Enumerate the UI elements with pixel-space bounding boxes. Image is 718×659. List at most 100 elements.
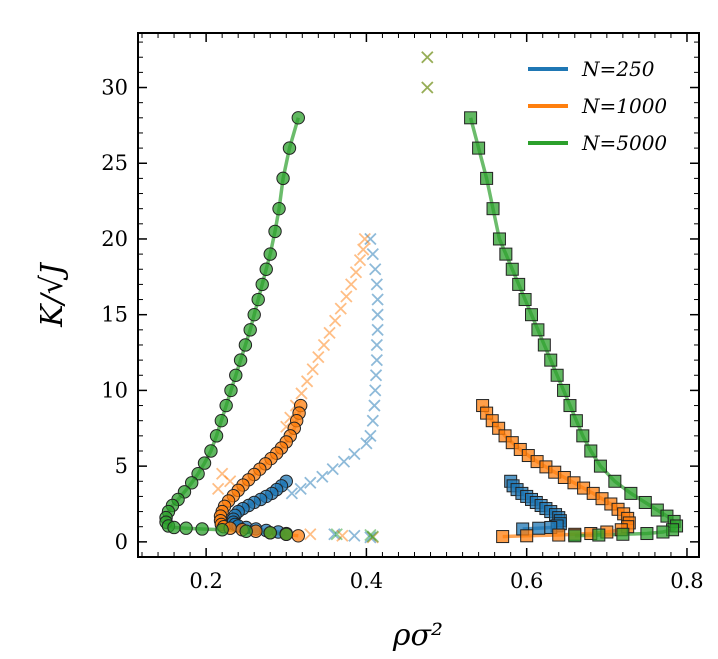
- cross-stroke: [358, 232, 371, 246]
- cross-stroke: [348, 447, 361, 461]
- cross-stroke: [370, 278, 383, 291]
- cross-stroke: [357, 243, 370, 256]
- gas-point-n5000: [233, 353, 248, 367]
- liquid-point-n5000: [557, 383, 571, 397]
- y-tick-label: 20: [101, 227, 128, 251]
- cross-point-n250: [364, 429, 377, 442]
- cross-stroke: [312, 350, 325, 364]
- cross-stroke: [369, 263, 382, 276]
- cross-stroke: [349, 266, 363, 279]
- cross-point-n250: [366, 414, 379, 427]
- gas-point-n5000: [184, 476, 199, 490]
- liquid-point-n250: [532, 521, 546, 535]
- cross-point-n1000: [224, 475, 237, 488]
- cross-stroke: [326, 463, 339, 476]
- cross-stroke: [345, 278, 358, 291]
- gas-point-n5000: [224, 383, 238, 398]
- cross-stroke: [364, 232, 377, 246]
- gas-point-n5000: [214, 413, 229, 428]
- cross-point-n250: [316, 470, 329, 483]
- liquid-point-n5000: [568, 529, 582, 543]
- liquid-point-n5000: [525, 308, 539, 322]
- gas-point-n5000: [215, 523, 229, 537]
- liquid-point-n5000: [624, 486, 638, 500]
- gas-point-n5000: [243, 323, 257, 337]
- liquid-point-n5000: [592, 528, 606, 542]
- cross-stroke: [368, 399, 381, 412]
- cross-stroke: [421, 81, 434, 94]
- cross-stroke: [370, 353, 383, 367]
- cross-stroke: [317, 338, 331, 352]
- cross-point-n1000: [334, 302, 347, 315]
- cross-point-n250: [285, 487, 299, 500]
- cross-stroke: [295, 387, 308, 400]
- liquid-point-n5000: [584, 444, 598, 458]
- cross-stroke: [421, 51, 434, 64]
- cross-point-n250: [366, 247, 379, 261]
- gas-point-n5000: [259, 262, 273, 276]
- cross-point-n1000: [212, 482, 225, 495]
- y-tick-label: 25: [101, 151, 128, 175]
- gas-point-n5000: [272, 201, 286, 216]
- y-tick-label: 5: [115, 454, 128, 478]
- gas-point-n5000: [255, 277, 269, 292]
- cross-point-n1000: [340, 290, 353, 303]
- liquid-point-n5000: [563, 399, 577, 413]
- y-tick-label: 30: [101, 76, 128, 100]
- gas-point-n5000: [204, 444, 218, 458]
- cross-point-n250: [337, 455, 351, 468]
- cross-point-n250: [371, 323, 384, 336]
- liquid-point-n5000: [640, 527, 654, 541]
- cross-point-n1000: [312, 350, 325, 364]
- cross-point-n1000: [295, 387, 308, 400]
- y-axis-label: K/√J: [35, 261, 70, 328]
- cross-stroke: [285, 487, 299, 500]
- cross-point-n250: [371, 293, 384, 306]
- cross-stroke: [366, 530, 379, 543]
- legend-label-n5000: N=5000: [581, 131, 667, 155]
- cross-stroke: [336, 529, 349, 542]
- gas-point-n5000: [279, 527, 293, 541]
- cross-point-n250: [304, 476, 317, 489]
- x-tick-label: 0.4: [350, 569, 383, 593]
- cross-stroke: [340, 290, 353, 303]
- cross-stroke: [280, 420, 293, 433]
- cross-point-n5000: [366, 530, 379, 543]
- x-axis-label: ρσ²: [392, 618, 443, 653]
- gas-point-n5000: [247, 307, 261, 322]
- cross-stroke: [371, 293, 384, 306]
- legend: N=250 N=1000 N=5000: [528, 57, 667, 155]
- cross-point-n250: [370, 353, 383, 367]
- liquid-point-n1000: [520, 529, 534, 543]
- cross-point-n1000: [353, 254, 367, 267]
- plot-frame: [137, 32, 700, 558]
- liquid-point-n5000: [480, 171, 494, 185]
- cross-stroke: [216, 467, 229, 480]
- liquid-point-n5000: [492, 232, 506, 246]
- tick-layer: 0.2 0.4 0.6 0.8 0 5 10 15 20 25 30: [101, 33, 704, 593]
- cross-point-n250: [368, 399, 381, 412]
- cross-point-n250: [360, 437, 373, 450]
- cross-stroke: [316, 470, 329, 483]
- cross-point-n1000: [358, 232, 371, 246]
- gas-point-n1000: [291, 529, 305, 543]
- gas-point-n5000: [167, 520, 181, 535]
- cross-point-n250: [370, 338, 383, 352]
- cross-stroke: [371, 308, 384, 321]
- cross-stroke: [306, 363, 319, 376]
- cross-stroke: [360, 437, 373, 450]
- gas-point-n5000: [229, 368, 243, 382]
- liquid-point-n5000: [638, 495, 652, 509]
- cross-stroke: [370, 338, 383, 352]
- cross-point-n1000: [349, 266, 363, 279]
- liquid-point-n5000: [499, 247, 513, 261]
- y-tick-label: 10: [101, 378, 128, 402]
- cross-point-n5000: [421, 51, 434, 64]
- gas-point-n5000: [251, 292, 265, 307]
- cross-stroke: [369, 369, 383, 382]
- cross-stroke: [334, 302, 347, 315]
- cross-point-n250: [369, 263, 382, 276]
- liquid-point-n5000: [464, 111, 478, 125]
- cross-point-n250: [348, 529, 361, 542]
